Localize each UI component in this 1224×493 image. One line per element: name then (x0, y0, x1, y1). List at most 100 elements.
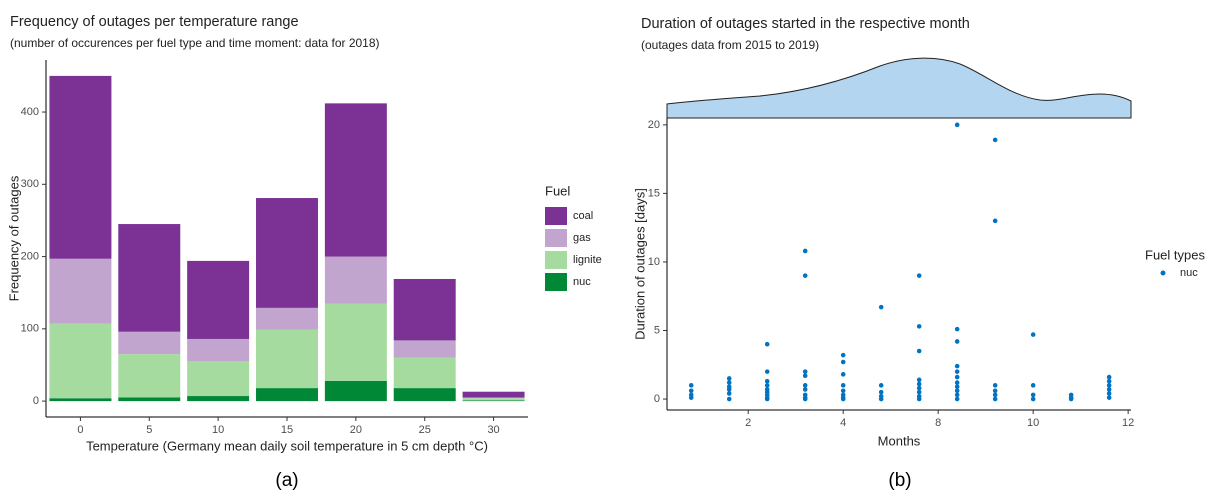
point (840, 352, 846, 358)
bar-segment (49, 258, 112, 324)
point (1030, 392, 1036, 398)
bar-segment (49, 75, 112, 259)
point (954, 396, 960, 402)
point (954, 369, 960, 374)
x-axis-title: Temperature (Germany mean daily soil tem… (86, 438, 488, 453)
point (954, 388, 960, 394)
point (688, 395, 694, 400)
point (992, 383, 998, 388)
x-tick-label: 4 (840, 417, 846, 429)
point (992, 218, 998, 224)
x-tick-label: 25 (419, 424, 431, 436)
x-tick-label: 2 (745, 417, 751, 429)
x-tick-label: 12 (1122, 417, 1134, 429)
point (954, 363, 960, 369)
point (916, 348, 922, 354)
point (726, 391, 732, 396)
point (992, 137, 998, 143)
point (992, 392, 998, 398)
point (878, 389, 884, 395)
bar-segment (462, 391, 525, 398)
point (954, 380, 960, 385)
x-tick-label: 10 (1027, 417, 1039, 429)
y-axis-title: Frequency of outages (6, 175, 21, 301)
bar-segment (393, 388, 456, 402)
y-tick-label: 5 (654, 324, 660, 336)
point (802, 373, 808, 379)
point (1106, 391, 1112, 396)
y-tick-label: 20 (648, 119, 660, 131)
point (802, 369, 808, 374)
bar-segment (393, 278, 456, 341)
bar-segment (324, 256, 387, 304)
bar-segment (187, 361, 250, 397)
point (1030, 383, 1036, 388)
x-tick-label: 30 (487, 424, 499, 436)
bar-segment (118, 224, 181, 332)
legend-swatch (545, 207, 567, 225)
caption: (a) (275, 470, 298, 491)
bar-segment (118, 397, 181, 402)
point (840, 372, 846, 377)
y-tick-label: 400 (21, 106, 39, 118)
point (840, 388, 846, 394)
legend-label: lignite (573, 254, 602, 266)
chart-title: Duration of outages started in the respe… (641, 16, 970, 32)
bar-segment (256, 388, 318, 402)
bar-segment (393, 357, 456, 389)
legend-swatch (545, 273, 567, 291)
point (916, 396, 922, 402)
point (1106, 387, 1112, 392)
point (802, 248, 808, 254)
bar-segment (462, 400, 525, 402)
bar-segment (187, 396, 250, 402)
bar-segment (324, 303, 387, 381)
bar-segment (118, 354, 181, 398)
point (992, 396, 998, 402)
x-tick-label: 10 (212, 424, 224, 436)
chart-title: Frequency of outages per temperature ran… (10, 14, 299, 30)
bar-segment (256, 198, 318, 308)
caption: (b) (888, 470, 911, 491)
point (992, 388, 998, 394)
legend-title: Fuel types (1145, 247, 1205, 262)
bar-segment (49, 398, 112, 402)
point (688, 388, 694, 394)
legend-swatch (545, 229, 567, 247)
point (802, 383, 808, 388)
point (1106, 378, 1112, 384)
legend-label: nuc (1180, 267, 1198, 279)
point (840, 396, 846, 402)
point (726, 380, 732, 385)
point (726, 387, 732, 392)
y-tick-label: 200 (21, 250, 39, 262)
point (1030, 332, 1036, 337)
chart-subtitle: (outages data from 2015 to 2019) (641, 38, 819, 52)
point (802, 273, 808, 278)
point (1030, 396, 1036, 402)
point (878, 396, 884, 402)
point (878, 383, 884, 388)
bar-segment (187, 260, 250, 339)
point (954, 326, 960, 332)
point (802, 396, 808, 402)
y-tick-label: 300 (21, 178, 39, 190)
point (954, 384, 960, 389)
point (954, 122, 960, 128)
point (726, 376, 732, 381)
point (764, 369, 770, 374)
point (916, 324, 922, 329)
point (878, 304, 884, 310)
y-tick-label: 15 (648, 187, 660, 199)
bar-segment (187, 338, 250, 362)
point (764, 396, 770, 402)
bar-segment (462, 397, 525, 399)
point (1068, 396, 1074, 402)
legend-swatch (545, 251, 567, 269)
bar-segment (462, 398, 525, 401)
legend-marker (1160, 270, 1166, 276)
chart-subtitle: (number of occurences per fuel type and … (10, 36, 380, 50)
density-curve (666, 57, 1132, 119)
y-tick-label: 0 (33, 395, 39, 407)
